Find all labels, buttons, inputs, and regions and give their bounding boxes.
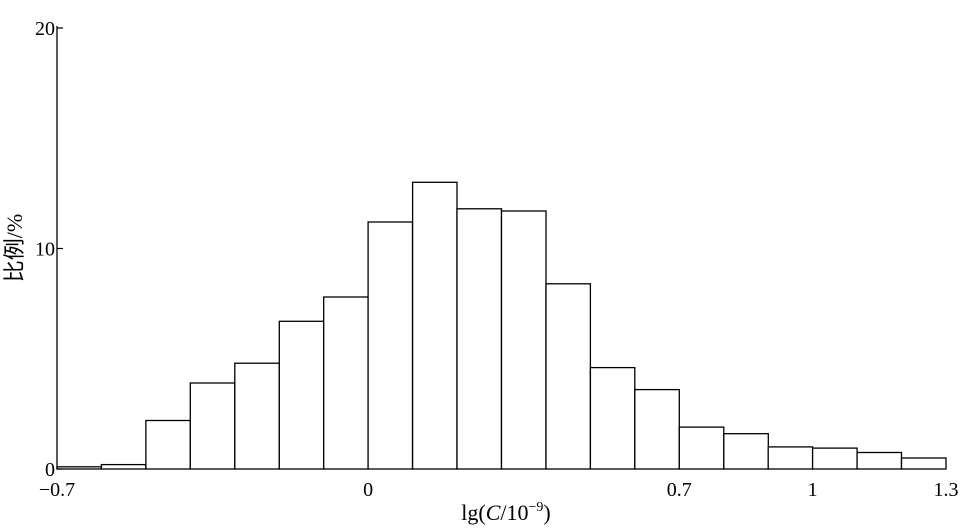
histogram-bar <box>367 221 414 470</box>
histogram-bar <box>723 433 769 470</box>
y-tick-label: 20 <box>35 18 55 40</box>
histogram-bar <box>634 388 680 470</box>
histogram-bar <box>100 463 147 470</box>
y-ticks-group: 0 10 20 <box>35 18 63 481</box>
histogram-bar <box>323 296 369 470</box>
histogram-bar <box>145 419 191 470</box>
x-tick-label: 1.3 <box>934 479 959 501</box>
histogram-bar <box>589 366 636 470</box>
histogram-bar <box>234 362 280 470</box>
x-axis-label: lg(C/10−9) <box>461 500 551 525</box>
x-ticks-group: −0.7 0 0.7 1 1.3 <box>39 479 959 501</box>
y-axis-label: 比例/% <box>2 214 27 282</box>
x-tick-label: 0.7 <box>667 479 692 501</box>
histogram-bar <box>900 457 947 470</box>
x-tick-label: −0.7 <box>39 479 75 501</box>
histogram-bar <box>278 320 325 470</box>
x-axis-label-var: C <box>486 500 501 525</box>
x-axis-label-exp: −9 <box>529 500 544 515</box>
y-tick-label: 0 <box>45 459 55 481</box>
histogram-bar <box>189 382 236 470</box>
y-tick-label: 10 <box>35 239 55 261</box>
x-tick-label: 0 <box>363 479 373 501</box>
histogram-bar <box>856 451 903 470</box>
histogram-bar <box>678 426 725 470</box>
histogram-bar <box>456 208 503 470</box>
histogram-bar <box>500 210 547 470</box>
histogram-bar <box>56 466 103 470</box>
histogram-bar <box>767 446 814 470</box>
histogram-bar <box>411 181 458 470</box>
bars-group <box>56 181 947 470</box>
x-tick-label: 1 <box>808 479 818 501</box>
histogram-bar <box>545 283 592 470</box>
histogram-bar <box>811 447 858 470</box>
